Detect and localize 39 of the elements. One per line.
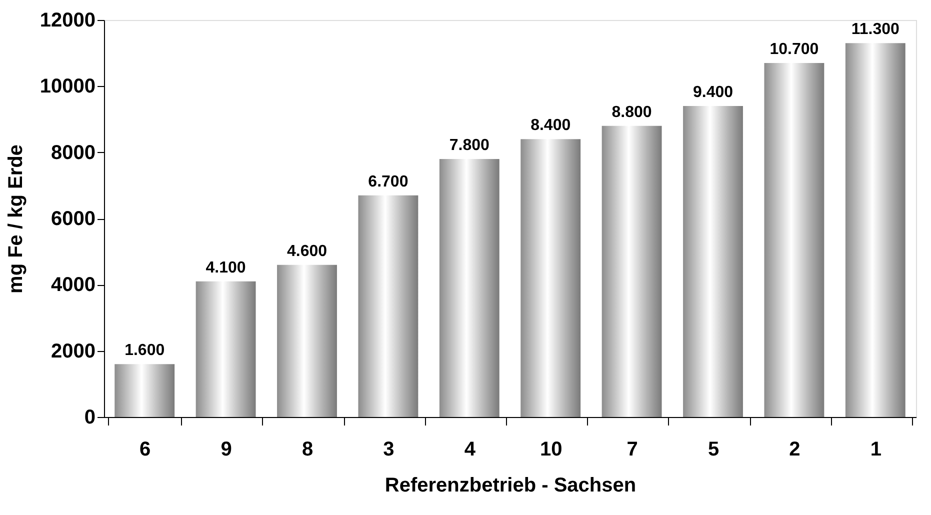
x-tick-label: 5 bbox=[708, 438, 720, 460]
x-tick-label: 3 bbox=[383, 438, 394, 460]
x-tick-label: 4 bbox=[464, 438, 476, 460]
y-tick-label: 10000 bbox=[40, 76, 96, 98]
bar bbox=[277, 264, 337, 417]
x-tick-label: 7 bbox=[626, 438, 638, 460]
data-label: 10.700 bbox=[770, 41, 819, 58]
x-tick-label: 9 bbox=[220, 438, 232, 460]
y-tick-label: 12000 bbox=[40, 10, 96, 32]
data-label: 11.300 bbox=[851, 21, 900, 38]
data-label: 8.800 bbox=[612, 104, 652, 121]
bar bbox=[602, 126, 662, 417]
bar bbox=[764, 63, 824, 417]
data-label: 1.600 bbox=[124, 342, 165, 360]
data-label: 4.100 bbox=[206, 259, 246, 276]
y-tick-label: 0 bbox=[84, 406, 96, 428]
y-tick-label: 8000 bbox=[51, 142, 96, 164]
y-axis-title: mg Fe / kg Erde bbox=[4, 144, 27, 294]
data-label: 6.700 bbox=[368, 173, 408, 190]
bar bbox=[520, 139, 581, 417]
data-label: 4.600 bbox=[286, 242, 328, 260]
x-axis-title: Referenzbetrieb - Sachsen bbox=[384, 474, 636, 496]
x-tick-label: 2 bbox=[789, 438, 800, 460]
bar bbox=[114, 364, 175, 417]
data-label: 7.800 bbox=[449, 136, 490, 154]
y-tick-label: 4000 bbox=[51, 274, 96, 296]
x-tick-label: 1 bbox=[870, 438, 882, 460]
bar bbox=[358, 195, 418, 417]
x-tick-label: 10 bbox=[540, 438, 562, 460]
y-tick-label: 6000 bbox=[51, 208, 96, 230]
y-tick-label: 2000 bbox=[51, 340, 96, 362]
bar bbox=[439, 158, 500, 417]
x-tick-label: 6 bbox=[140, 438, 151, 460]
bar bbox=[845, 43, 906, 417]
bar bbox=[683, 106, 743, 417]
x-tick-label: 8 bbox=[302, 438, 314, 460]
data-label: 9.400 bbox=[692, 84, 734, 102]
bar bbox=[196, 281, 256, 417]
data-label: 8.400 bbox=[530, 117, 571, 134]
